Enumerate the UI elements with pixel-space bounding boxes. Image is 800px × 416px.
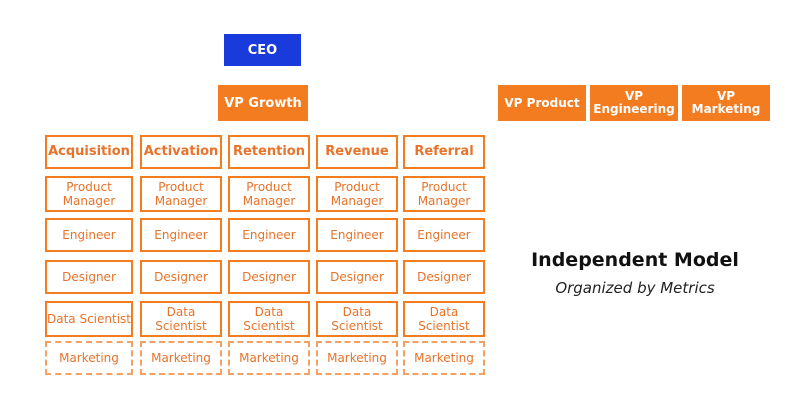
role-data-scientist: Data Scientist bbox=[140, 301, 222, 337]
role-engineer: Engineer bbox=[45, 218, 133, 252]
role-designer: Designer bbox=[228, 260, 310, 294]
column-header-activation: Activation bbox=[140, 135, 222, 169]
role-product-manager: Product Manager bbox=[228, 176, 310, 212]
column-header-revenue: Revenue bbox=[316, 135, 398, 169]
ceo-box: CEO bbox=[224, 34, 301, 66]
vp-marketing-box: VP Marketing bbox=[682, 85, 770, 121]
role-designer: Designer bbox=[140, 260, 222, 294]
role-product-manager: Product Manager bbox=[140, 176, 222, 212]
role-engineer: Engineer bbox=[228, 218, 310, 252]
column-header-referral: Referral bbox=[403, 135, 485, 169]
vp-engineering-box: VP Engineering bbox=[590, 85, 678, 121]
column-header-acquisition: Acquisition bbox=[45, 135, 133, 169]
role-marketing: Marketing bbox=[228, 341, 310, 375]
role-designer: Designer bbox=[45, 260, 133, 294]
role-designer: Designer bbox=[316, 260, 398, 294]
model-title: Independent Model bbox=[531, 249, 739, 271]
role-marketing: Marketing bbox=[140, 341, 222, 375]
role-engineer: Engineer bbox=[140, 218, 222, 252]
role-designer: Designer bbox=[403, 260, 485, 294]
role-product-manager: Product Manager bbox=[45, 176, 133, 212]
role-marketing: Marketing bbox=[45, 341, 133, 375]
role-engineer: Engineer bbox=[316, 218, 398, 252]
vp-product-box: VP Product bbox=[498, 85, 586, 121]
role-product-manager: Product Manager bbox=[403, 176, 485, 212]
model-subtitle: Organized by Metrics bbox=[555, 279, 715, 297]
column-header-retention: Retention bbox=[228, 135, 310, 169]
role-engineer: Engineer bbox=[403, 218, 485, 252]
role-marketing: Marketing bbox=[403, 341, 485, 375]
vp-growth-box: VP Growth bbox=[218, 85, 308, 121]
role-data-scientist: Data Scientist bbox=[403, 301, 485, 337]
role-marketing: Marketing bbox=[316, 341, 398, 375]
role-data-scientist: Data Scientist bbox=[45, 301, 133, 337]
role-data-scientist: Data Scientist bbox=[316, 301, 398, 337]
role-data-scientist: Data Scientist bbox=[228, 301, 310, 337]
role-product-manager: Product Manager bbox=[316, 176, 398, 212]
